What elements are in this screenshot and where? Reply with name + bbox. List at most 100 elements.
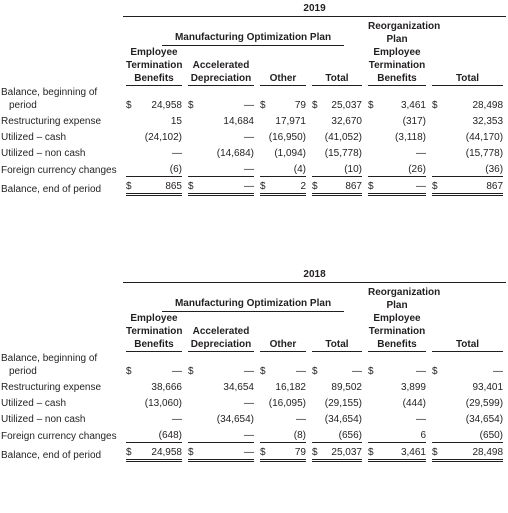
group-header: Reorganization Plan (365, 17, 441, 47)
cell-value: (16,095) (268, 398, 306, 409)
cell: $ — (429, 352, 506, 378)
header-line: Total (325, 339, 349, 350)
column-header-text: Other (260, 338, 306, 352)
cell: (15,778) (309, 144, 365, 160)
data-row: Foreign currency changes (648) — (8) (656) 6 (… (1, 426, 506, 443)
group-header: Reorganization Plan (365, 283, 440, 313)
cell-value: (41,052) (324, 132, 362, 143)
cell: 34,654 (185, 378, 257, 394)
cell-content: (444) (368, 394, 426, 410)
cell-content: 14,684 (188, 112, 254, 128)
cell-value: 25,037 (331, 100, 362, 111)
cell-value: (317) (402, 116, 426, 127)
column-header-text: Accelerated Depreciation (188, 59, 254, 86)
row-label: Restructuring expense (1, 382, 102, 393)
cell-content: (15,778) (312, 144, 362, 160)
header-line: Total (325, 73, 349, 84)
data-row: Utilized – non cash — (14,684) (1,094) (15,7… (1, 144, 506, 160)
cell: 32,670 (309, 112, 365, 128)
blank (1, 312, 123, 352)
cell-content: (14,684) (188, 144, 254, 160)
group-title: Manufacturing Optimization Plan (162, 31, 344, 46)
cell-value: (648) (158, 430, 182, 441)
column-header-text: Employee Termination Benefits (126, 312, 182, 352)
column-header: Employee Termination Benefits (123, 312, 185, 352)
cell-content: $ — (188, 96, 254, 112)
cell-content: — (126, 144, 182, 160)
cell-content: (16,950) (260, 128, 306, 144)
currency-sign: $ (368, 366, 374, 377)
column-header-text: Other (260, 72, 306, 86)
cell: — (185, 128, 257, 144)
currency-sign: $ (312, 100, 318, 111)
cell-value: (10) (344, 164, 362, 175)
cell: — (365, 144, 429, 160)
cell-content: (4) (260, 160, 306, 177)
cell-value: — (352, 366, 362, 377)
cell-content: $25,037 (312, 443, 362, 462)
cell: (3,118) (365, 128, 429, 144)
row-label: Utilized – cash (1, 132, 67, 143)
blank (1, 46, 123, 86)
cell-value: (13,060) (144, 398, 182, 409)
restructuring-table: 2019 Manufacturing Optimization Plan Reorg… (1, 2, 507, 196)
column-header: Other (257, 46, 309, 86)
data-row: Restructuring expense 38,666 34,654 16,182 8… (1, 378, 506, 394)
column-header-text: Employee Termination Benefits (368, 312, 426, 352)
cell-content: 17,971 (260, 112, 306, 128)
column-header-text: Accelerated Depreciation (188, 325, 254, 352)
cell-value: 93,401 (472, 382, 504, 393)
cell-value: 2 (300, 181, 306, 192)
row-label: Utilized – cash (1, 398, 67, 409)
cell-value: (44,170) (465, 132, 504, 143)
header-line: Benefits (134, 73, 174, 84)
cell-value: 32,353 (472, 116, 504, 127)
cell-value: — (244, 132, 254, 143)
cell-content: (3,118) (368, 128, 426, 144)
currency-sign: $ (126, 366, 132, 377)
cell-value: 3,461 (400, 100, 426, 111)
cell-content: $24,958 (126, 443, 182, 462)
group-title: Reorganization Plan (368, 21, 441, 45)
blank (1, 2, 123, 17)
column-header-text: Total (312, 72, 362, 86)
column-header: Total (309, 312, 365, 352)
row-label: Foreign currency changes (1, 165, 117, 176)
year: 2018 (123, 268, 507, 283)
group-row: Manufacturing Optimization Plan Reorganiz… (1, 17, 506, 47)
cell-content: (6) (126, 160, 182, 177)
cell-value: 38,666 (151, 382, 182, 393)
cell: (24,102) (123, 128, 185, 144)
currency-sign: $ (126, 100, 132, 111)
cell-value: 3,899 (400, 382, 426, 393)
column-header: Accelerated Depreciation (185, 312, 257, 352)
currency-sign: $ (368, 181, 374, 192)
cell-value: 32,670 (331, 116, 362, 127)
cell-content: (648) (126, 426, 182, 443)
cell-content: (36) (432, 160, 504, 177)
cell-content: $ — (126, 362, 182, 378)
currency-sign: $ (312, 181, 318, 192)
year-row: 2018 (1, 268, 507, 283)
cell-value: 865 (165, 181, 182, 192)
cell: (41,052) (309, 128, 365, 144)
cell: (4) (257, 160, 309, 177)
currency-sign: $ (126, 447, 132, 458)
cell-value: — (296, 414, 306, 425)
header-line: Termination (126, 60, 183, 71)
group-header: Manufacturing Optimization Plan (123, 17, 365, 46)
cell-content: (656) (312, 426, 362, 443)
cell: (29,599) (429, 394, 506, 410)
cell: (34,654) (429, 410, 506, 426)
cell-value: 79 (294, 447, 306, 458)
header-line: Benefits (134, 339, 174, 350)
cell-content: $ — (188, 177, 254, 196)
cell: (1,094) (257, 144, 309, 160)
cell-content: 93,401 (432, 378, 503, 394)
cell-content: 32,353 (432, 112, 503, 128)
cell-content: — (368, 144, 426, 160)
row-label: Foreign currency changes (1, 431, 117, 442)
data-row: Foreign currency changes (6) — (4) (10) (26) (… (1, 160, 506, 177)
cell: (16,095) (257, 394, 309, 410)
currency-sign: $ (432, 100, 438, 111)
